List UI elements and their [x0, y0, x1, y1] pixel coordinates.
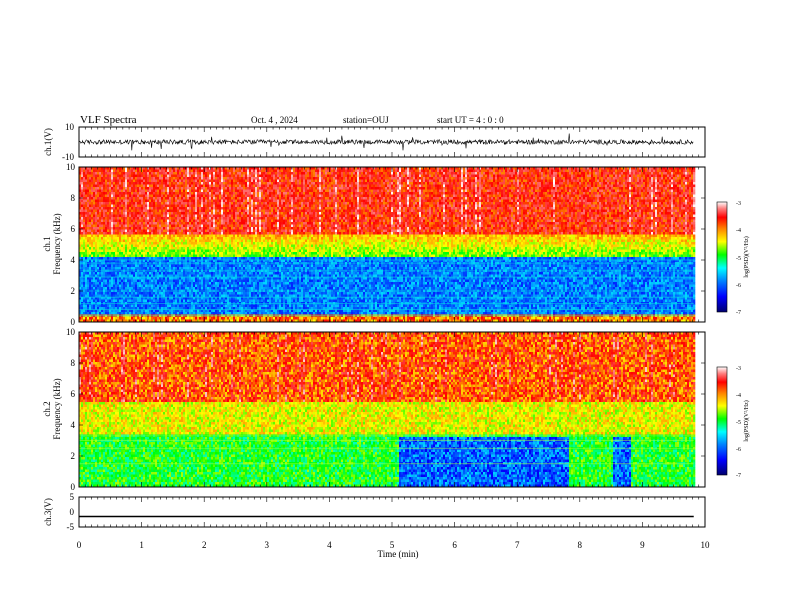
start-ut-label: start UT = 4 : 0 : 0: [437, 115, 504, 125]
ch1-cb-tick--4: -4: [736, 228, 741, 234]
ch2-cb-tick--3: -3: [736, 366, 741, 372]
ch2-cb-tick--7: -7: [736, 473, 741, 479]
x-tick-label-6: 6: [452, 540, 457, 550]
ch1-ytick-top: 10: [65, 122, 75, 132]
yt2-tick-0: 0: [71, 482, 76, 492]
yt2-tick-10: 10: [66, 327, 76, 337]
ch1-ytick-bottom: -10: [62, 152, 74, 162]
ch2-spec-ylabel-frequency: Frequency (kHz): [52, 378, 62, 439]
ch1-cb-tick--3: -3: [736, 201, 741, 207]
figure-title: VLF Spectra: [80, 114, 137, 126]
yt1-tick-2: 2: [71, 286, 76, 296]
x-tick-label-3: 3: [265, 540, 270, 550]
ch1-spec-ylabel-channel: ch.1: [42, 236, 52, 251]
ch1-spectrogram-image: [79, 167, 705, 322]
ch3-ytick-mid: 0: [70, 507, 75, 517]
date-label: Oct. 4 , 2024: [251, 115, 298, 125]
x-tick-label-9: 9: [640, 540, 645, 550]
ch2-spectrogram-image: [79, 332, 705, 487]
ch1-colorbar-gradient: [717, 202, 727, 312]
x-tick-label-8: 8: [578, 540, 583, 550]
ch1-wave-ylabel: ch.1(V): [43, 128, 53, 156]
ch2-colorbar: -3 -4 -5 -6 -7 log(PSD)(V²/Hz): [717, 366, 750, 479]
ch2-cb-tick--6: -6: [736, 447, 741, 453]
ch1-colorbar-label: log(PSD)(V²/Hz): [743, 236, 750, 277]
ch3-waveform-panel: 5 0 -5 ch.3(V): [43, 492, 705, 532]
yt1-tick-10: 10: [66, 162, 76, 172]
ch2-spectrogram-panel: 0 2 4 6 8 10 ch.2 Frequency (kHz): [42, 327, 705, 492]
yt2-tick-2: 2: [71, 451, 76, 461]
yt1-tick-6: 6: [71, 224, 76, 234]
ch2-cb-tick--5: -5: [736, 420, 741, 426]
ch2-cb-tick--4: -4: [736, 393, 741, 399]
ch3-wave-ylabel: ch.3(V): [43, 498, 53, 526]
ch1-cb-tick--7: -7: [736, 310, 741, 316]
ch3-ytick-bottom: -5: [67, 522, 75, 532]
ch2-spec-ylabel-channel: ch.2: [42, 401, 52, 416]
ch1-waveform-panel: 10 -10 ch.1(V): [43, 122, 705, 162]
x-tick-label-2: 2: [202, 540, 207, 550]
ch3-ytick-top: 5: [70, 492, 75, 502]
yt1-tick-0: 0: [71, 317, 76, 327]
yt2-tick-4: 4: [71, 420, 76, 430]
yt1-tick-8: 8: [71, 193, 76, 203]
x-axis-label: Time (min): [378, 549, 419, 559]
ch1-cb-tick--5: -5: [736, 256, 741, 262]
x-tick-label-1: 1: [139, 540, 144, 550]
ch1-spec-ylabel-frequency: Frequency (kHz): [52, 213, 62, 274]
ch1-spectrogram-panel: 0 2 4 6 8 10 ch.1 Frequency (kHz): [42, 162, 705, 327]
x-tick-label-10: 10: [701, 540, 711, 550]
yt2-tick-6: 6: [71, 389, 76, 399]
yt1-tick-4: 4: [71, 255, 76, 265]
station-label: station=OUJ: [343, 115, 389, 125]
ch2-colorbar-gradient: [717, 367, 727, 475]
ch2-colorbar-label: log(PSD)(V²/Hz): [743, 400, 750, 441]
ch1-cb-tick--6: -6: [736, 283, 741, 289]
x-tick-label-0: 0: [77, 540, 82, 550]
yt2-tick-8: 8: [71, 358, 76, 368]
ch1-colorbar: -3 -4 -5 -6 -7 log(PSD)(V²/Hz): [717, 201, 750, 316]
x-tick-label-7: 7: [515, 540, 520, 550]
x-tick-label-4: 4: [327, 540, 332, 550]
